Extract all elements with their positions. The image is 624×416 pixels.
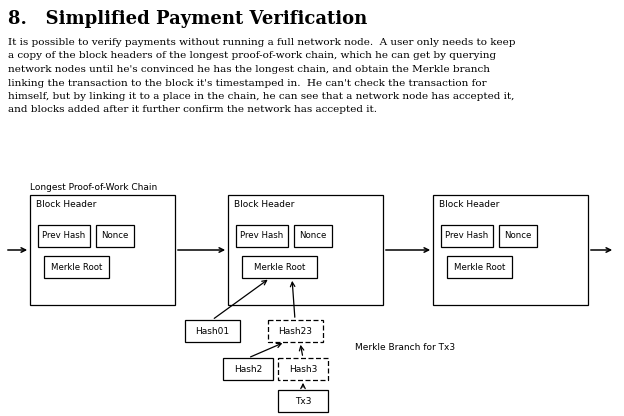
Text: Nonce: Nonce [101,231,129,240]
Bar [499,225,537,247]
Bar [223,358,273,380]
Bar [44,256,109,278]
Text: Nonce: Nonce [504,231,532,240]
Bar [441,225,493,247]
Text: a copy of the block headers of the longest proof-of-work chain, which he can get: a copy of the block headers of the longe… [8,52,496,60]
Text: network nodes until he's convinced he has the longest chain, and obtain the Merk: network nodes until he's convinced he ha… [8,65,490,74]
Text: Hash2: Hash2 [234,364,262,374]
Text: It is possible to verify payments without running a full network node.  A user o: It is possible to verify payments withou… [8,38,515,47]
Bar [30,195,175,305]
Bar [278,390,328,412]
Text: Block Header: Block Header [36,200,96,209]
Bar [185,320,240,342]
Text: Block Header: Block Header [234,200,295,209]
Text: Merkle Root: Merkle Root [254,262,305,272]
Text: Prev Hash: Prev Hash [240,231,284,240]
Text: Prev Hash: Prev Hash [42,231,85,240]
Bar [96,225,134,247]
Bar [38,225,90,247]
Text: Hash3: Hash3 [289,364,317,374]
Text: Merkle Branch for Tx3: Merkle Branch for Tx3 [355,343,455,352]
Bar [236,225,288,247]
Text: Nonce: Nonce [300,231,327,240]
Bar [242,256,317,278]
Text: 8.   Simplified Payment Verification: 8. Simplified Payment Verification [8,10,368,28]
Bar [278,358,328,380]
Text: Longest Proof-of-Work Chain: Longest Proof-of-Work Chain [30,183,157,192]
Text: Hash23: Hash23 [278,327,313,335]
Text: Merkle Root: Merkle Root [454,262,505,272]
Text: Merkle Root: Merkle Root [51,262,102,272]
Bar [294,225,332,247]
Text: linking the transaction to the block it's timestamped in.  He can't check the tr: linking the transaction to the block it'… [8,79,487,87]
Text: Hash01: Hash01 [195,327,230,335]
Text: and blocks added after it further confirm the network has accepted it.: and blocks added after it further confir… [8,106,377,114]
Bar [268,320,323,342]
Text: Block Header: Block Header [439,200,499,209]
Text: Prev Hash: Prev Hash [446,231,489,240]
Text: Tx3: Tx3 [295,396,311,406]
Bar [433,195,588,305]
Bar [228,195,383,305]
Bar [447,256,512,278]
Text: himself, but by linking it to a place in the chain, he can see that a network no: himself, but by linking it to a place in… [8,92,514,101]
